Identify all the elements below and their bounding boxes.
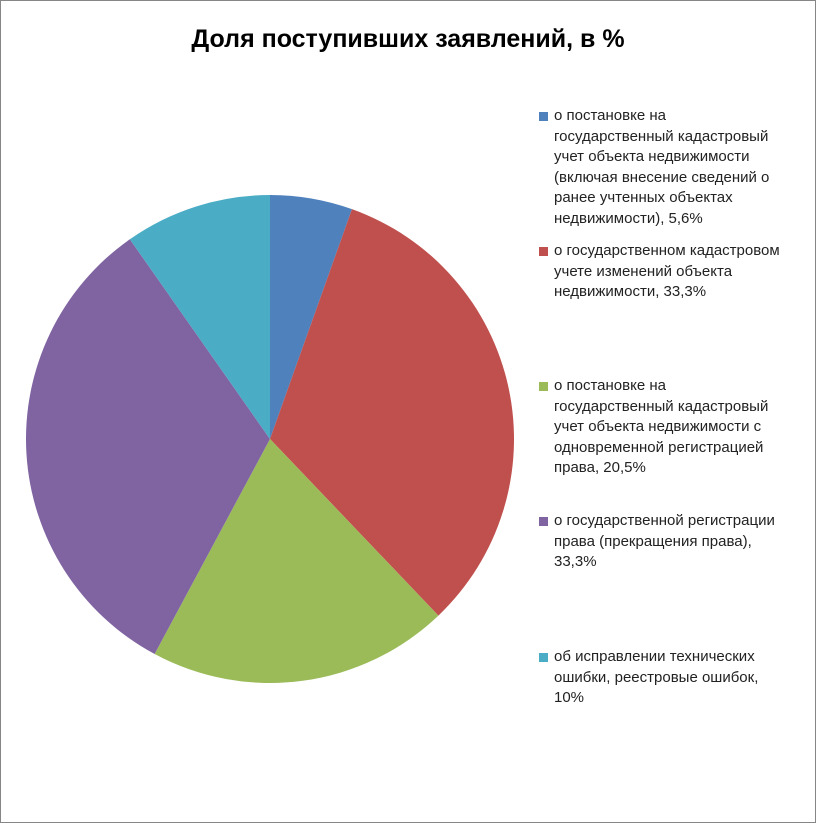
legend-label: о постановке на государственный кадастров…: [554, 106, 769, 230]
legend-label-line: учет объекта недвижимости с: [554, 418, 762, 436]
pie-slice: [154, 439, 439, 683]
legend-marker: [539, 112, 548, 121]
legend-label-line: недвижимости, 33,3%: [554, 283, 707, 301]
legend-label-line: права (прекращения права),: [554, 532, 752, 550]
pie-slice: [270, 195, 352, 439]
legend-label-line: права, 20,5%: [554, 459, 646, 477]
legend-label-line: о постановке на: [554, 377, 666, 394]
legend-marker: [539, 653, 548, 662]
legend-label-line: государственный кадастровый: [554, 397, 769, 415]
legend-label-line: одновременной регистрацией: [554, 438, 764, 456]
legend-label-line: государственный кадастровый: [554, 127, 769, 145]
pie-slice: [129, 195, 270, 439]
legend-marker: [539, 382, 548, 391]
legend-label-line: ошибки, реестровые ошибок,: [554, 668, 759, 686]
legend-label: о государственном кадастровом учете измен…: [554, 241, 780, 303]
pie-slice: [25, 239, 270, 655]
legend-label-line: 33,3%: [554, 553, 597, 571]
legend-label-line: о постановке на: [554, 107, 666, 124]
legend-label-line: недвижимости), 5,6%: [554, 209, 703, 227]
legend-marker: [539, 247, 548, 256]
legend-label-line: о государственном кадастровом: [554, 242, 780, 259]
legend-label-line: учет объекта недвижимости: [554, 148, 750, 166]
legend-label: о государственной регистрации права (прек…: [554, 511, 775, 573]
chart-title: Доля поступивших заявлений, в %: [191, 25, 625, 53]
pie-slice: [270, 209, 514, 616]
legend-label-line: ранее учтенных объектах: [554, 189, 733, 207]
legend-label-line: (включая внесение сведений о: [554, 168, 770, 186]
legend-label-line: 10%: [554, 689, 585, 707]
legend-label-line: об исправлении технических: [554, 648, 755, 665]
legend-label: об исправлении технических ошибки, реестр…: [554, 647, 758, 709]
legend-marker: [539, 517, 548, 526]
legend-label-line: о государственной регистрации: [554, 512, 775, 529]
legend-label: о постановке на государственный кадастров…: [554, 376, 768, 479]
legend-label-line: учете изменений объекта: [554, 262, 733, 280]
